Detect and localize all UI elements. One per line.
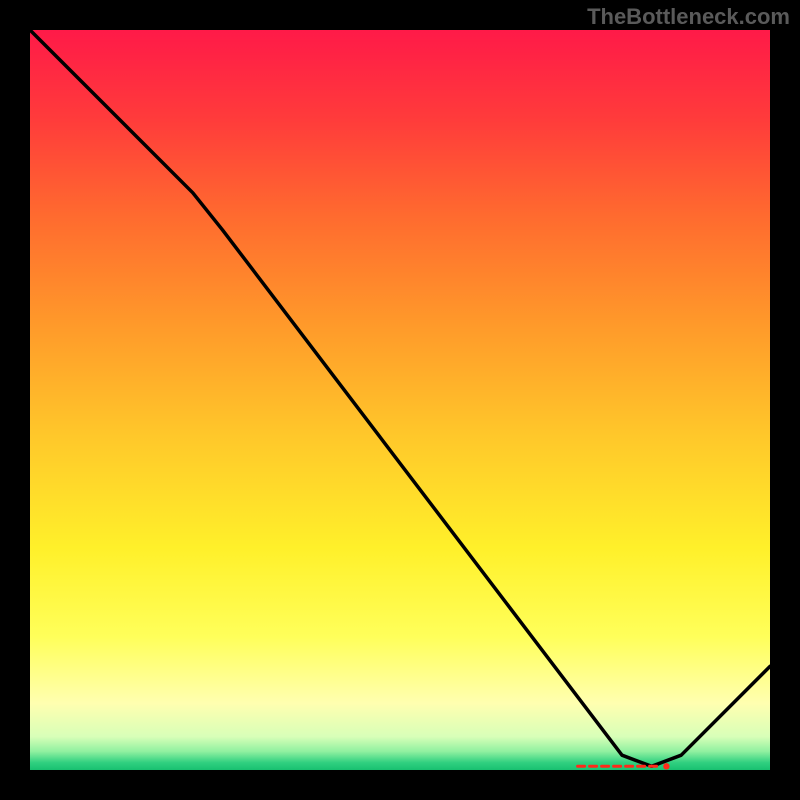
chart-svg (0, 0, 800, 800)
chart-container: TheBottleneck.com (0, 0, 800, 800)
credit-label: TheBottleneck.com (587, 4, 790, 30)
